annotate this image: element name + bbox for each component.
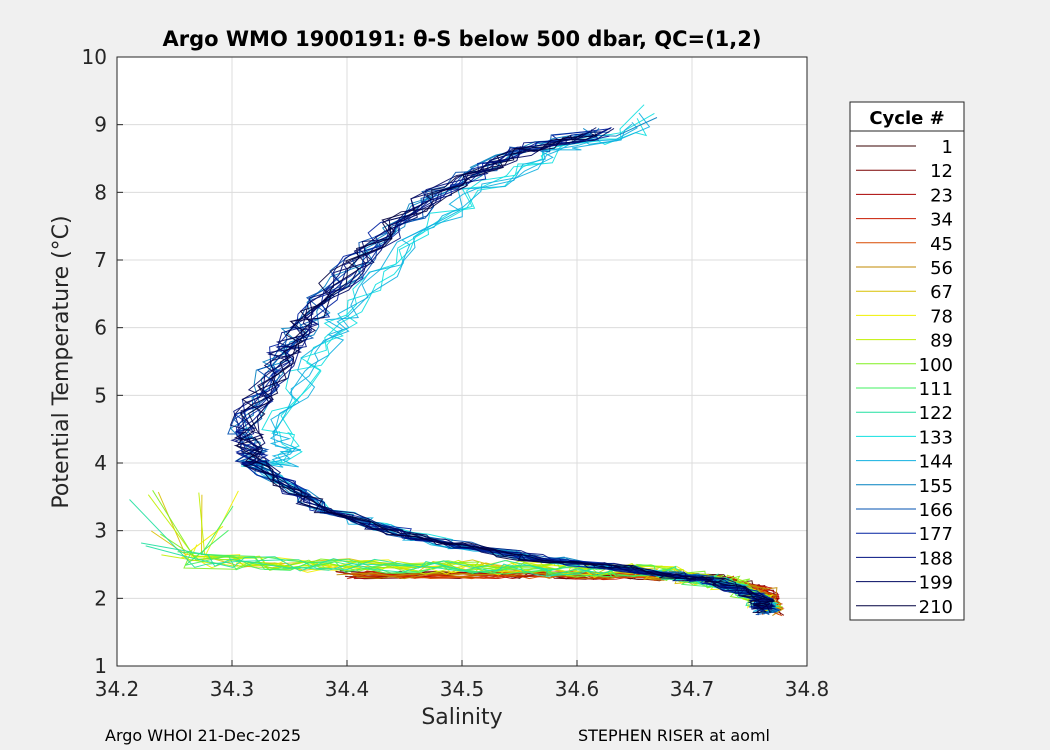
profile-trace — [248, 112, 771, 612]
legend-label: 89 — [930, 331, 953, 352]
legend-label: 34 — [930, 210, 953, 231]
y-tick-label: 2 — [94, 586, 107, 610]
x-axis-label: Salinity — [421, 705, 502, 730]
legend-label: 166 — [919, 500, 953, 521]
x-tick-label: 34.7 — [670, 677, 715, 701]
y-tick-label: 10 — [82, 45, 107, 69]
axis-ticks: 34.2 34.3 34.4 34.5 34.6 34.7 34.8 1 2 3 4 5 6 7 8 9 10 — [82, 45, 830, 701]
profile-traces — [129, 104, 785, 617]
y-tick-label: 6 — [94, 316, 107, 340]
chart-title: Argo WMO 1900191: θ-S below 500 dbar, QC… — [163, 27, 762, 51]
grid-lines — [117, 57, 807, 666]
legend-label: 111 — [919, 379, 953, 400]
y-tick-label: 9 — [94, 113, 107, 137]
legend-label: 45 — [930, 234, 953, 255]
y-axis-label: Potential Temperature (°C) — [49, 215, 74, 508]
legend-label: 155 — [919, 476, 953, 497]
legend-label: 78 — [930, 306, 953, 327]
x-tick-label: 34.5 — [440, 677, 485, 701]
x-tick-label: 34.3 — [210, 677, 255, 701]
x-tick-label: 34.4 — [325, 677, 370, 701]
legend-label: 177 — [919, 524, 953, 545]
legend-label: 122 — [919, 403, 953, 424]
y-tick-label: 8 — [94, 180, 107, 204]
y-tick-label: 7 — [94, 248, 107, 272]
legend-label: 1 — [942, 137, 953, 158]
x-tick-label: 34.2 — [95, 677, 140, 701]
legend-label: 67 — [930, 282, 953, 303]
footer-left: Argo WHOI 21-Dec-2025 — [105, 726, 301, 745]
x-tick-label: 34.6 — [555, 677, 600, 701]
legend-label: 133 — [919, 427, 953, 448]
legend: Cycle # 1 12 23 34 45 56 67 78 89 100 111 122 133 144… — [849, 101, 965, 621]
legend-label: 23 — [930, 185, 953, 206]
profile-trace — [152, 490, 775, 612]
profile-trace — [129, 499, 780, 607]
legend-label: 12 — [930, 161, 953, 182]
y-tick-label: 3 — [94, 519, 107, 543]
legend-title: Cycle # — [869, 108, 944, 129]
legend-label: 210 — [919, 597, 953, 618]
y-tick-label: 5 — [94, 383, 107, 407]
x-tick-label: 34.8 — [785, 677, 830, 701]
legend-label: 199 — [919, 573, 953, 594]
y-tick-label: 1 — [94, 654, 107, 678]
legend-label: 188 — [919, 548, 953, 569]
legend-label: 100 — [919, 355, 953, 376]
y-tick-label: 4 — [94, 451, 107, 475]
footer-right: STEPHEN RISER at aoml — [578, 726, 770, 745]
profile-trace — [233, 133, 775, 614]
legend-label: 144 — [919, 452, 953, 473]
profile-trace — [239, 133, 775, 613]
legend-label: 56 — [930, 258, 953, 279]
